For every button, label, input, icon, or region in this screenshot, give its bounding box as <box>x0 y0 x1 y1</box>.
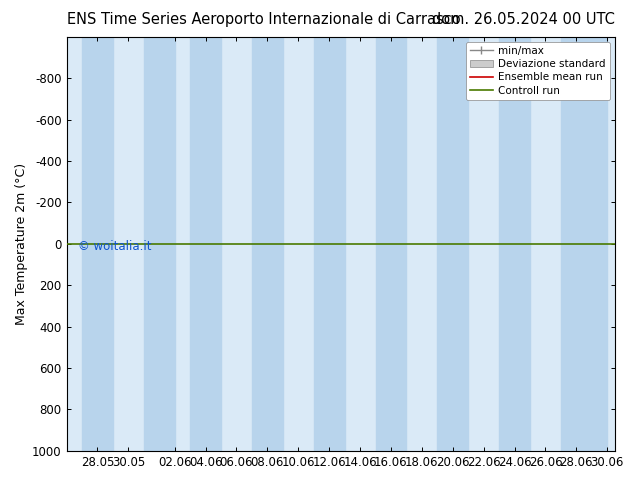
Text: ENS Time Series Aeroporto Internazionale di Carrasco: ENS Time Series Aeroporto Internazionale… <box>67 12 460 27</box>
Bar <box>190 37 221 451</box>
Bar <box>561 37 607 451</box>
Bar <box>144 37 175 451</box>
Bar <box>499 37 530 451</box>
Text: dom. 26.05.2024 00 UTC: dom. 26.05.2024 00 UTC <box>432 12 615 27</box>
Legend: min/max, Deviazione standard, Ensemble mean run, Controll run: min/max, Deviazione standard, Ensemble m… <box>466 42 610 99</box>
Bar <box>375 37 406 451</box>
Bar <box>252 37 283 451</box>
Bar <box>314 37 345 451</box>
Y-axis label: Max Temperature 2m (°C): Max Temperature 2m (°C) <box>15 163 28 325</box>
Bar <box>437 37 469 451</box>
Bar <box>82 37 113 451</box>
Text: © woitalia.it: © woitalia.it <box>77 240 151 253</box>
